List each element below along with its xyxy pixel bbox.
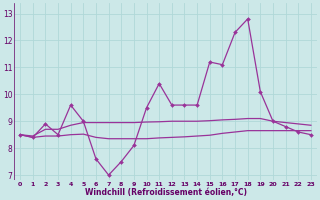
X-axis label: Windchill (Refroidissement éolien,°C): Windchill (Refroidissement éolien,°C) xyxy=(84,188,246,197)
